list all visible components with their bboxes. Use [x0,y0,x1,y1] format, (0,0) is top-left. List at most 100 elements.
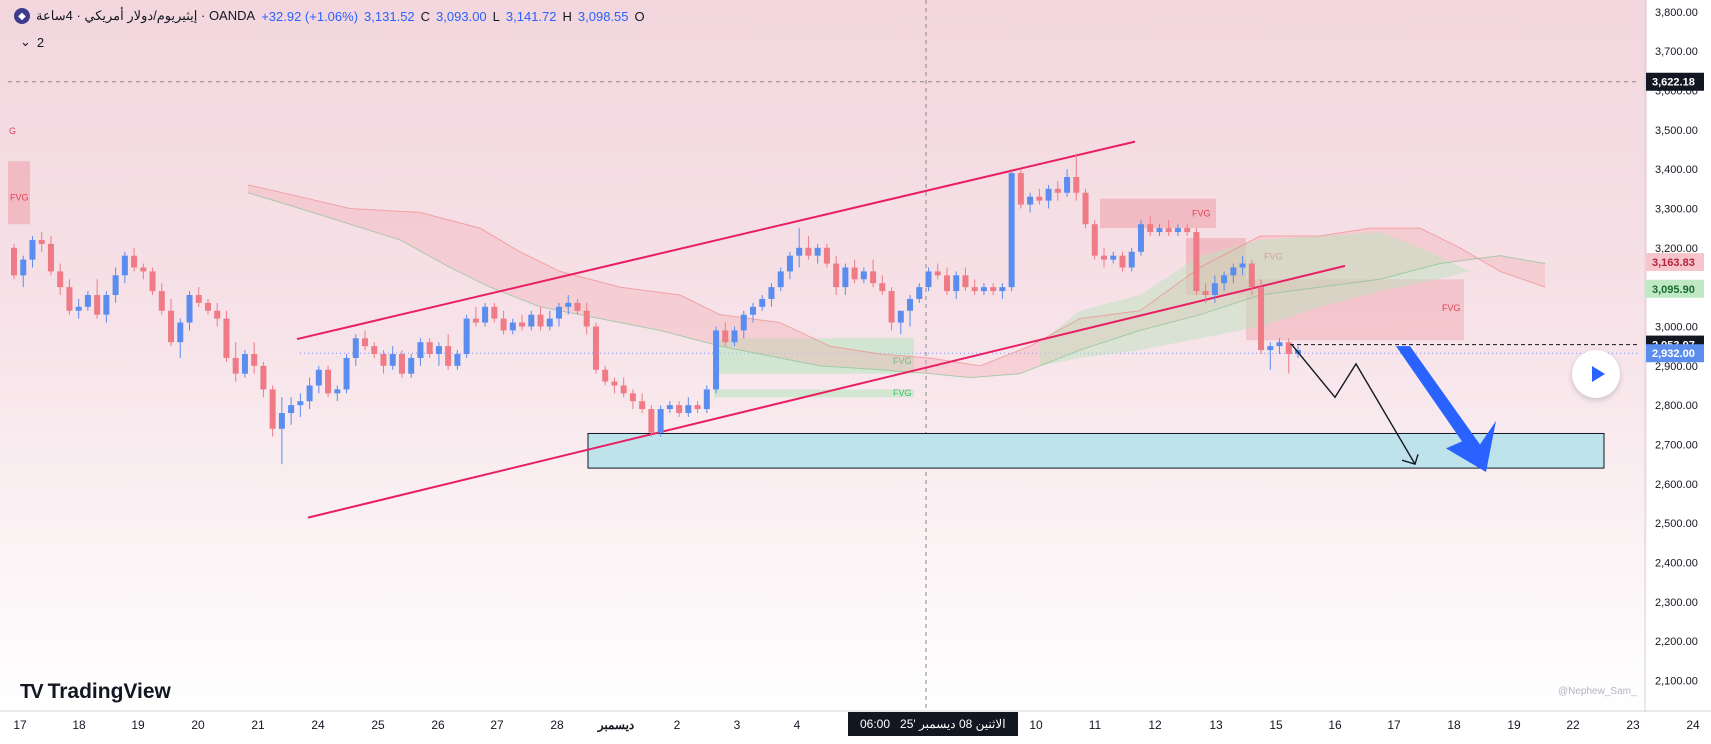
author-watermark: @Nephew_Sam_ [1558,686,1637,697]
candle-body [971,287,978,292]
candle-body [426,342,433,355]
candle-body [574,302,581,311]
candle-body [389,354,396,366]
candle-body [731,330,738,343]
candle-body [482,306,489,323]
candle-body [888,291,895,323]
candle-body [1110,255,1117,260]
indicator-toggle[interactable]: ⌄ 2 [20,34,44,50]
candle-body [907,298,914,311]
candle-body [1156,228,1163,233]
fvg-label: FVG [1192,208,1211,218]
candle-body [1091,224,1098,256]
candle-body [509,322,516,331]
candle-body [1202,291,1209,296]
tradingview-mark-icon: TV [20,680,44,703]
candle-body [851,267,858,280]
candle-body [934,271,941,276]
x-tick-label: 19 [1507,718,1521,732]
candle-body [870,271,877,284]
fvg-label: FVG [1442,303,1461,313]
candle-body [1045,188,1052,201]
candle-body [325,369,332,394]
candle-body [786,255,793,272]
candle-body [639,401,646,410]
high-key: H [562,8,572,24]
x-tick-label: 25 [371,718,385,732]
candle-body [435,346,442,355]
high-value: 3,141.72 [505,8,557,24]
candle-body [722,330,729,343]
candle-body [1137,224,1144,252]
fvg-label: FVG [10,193,29,203]
candle-body [29,239,36,260]
candle-body [371,346,378,355]
candle-body [685,405,692,414]
zigzag-arrowhead [1401,454,1419,466]
ethereum-icon: ◆ [14,8,30,24]
candle-body [500,318,507,331]
candle-body [315,369,322,386]
candle-body [648,409,655,433]
candle-body [177,322,184,343]
candle-body [334,389,341,394]
x-tick-label: 20 [191,718,205,732]
x-tick-label: 16 [1328,718,1342,732]
x-tick-label: 13 [1209,718,1223,732]
candle-body [380,354,387,366]
candle-body [1211,283,1218,296]
candle-body [962,275,969,288]
symbol-legend[interactable]: ◆ إيثيريوم/دولار أمريكي · 4ساعة · OANDA … [14,8,645,24]
candle-body [629,393,636,402]
candle-body [777,271,784,288]
x-tick-label: 24 [311,718,325,732]
candle-body [620,385,627,394]
candle-body [953,275,960,292]
candle-body [269,389,276,429]
candle-body [1064,177,1071,193]
y-tick-label: 3,000.00 [1655,321,1698,333]
candle-body [556,306,563,319]
x-tick-label: 15 [1269,718,1283,732]
candle-body [925,271,932,288]
tradingview-logo[interactable]: TV TradingView [20,680,171,704]
candle-body [1267,346,1274,351]
candle-body [583,310,590,327]
x-tick-label: 18 [1447,718,1461,732]
y-tick-label: 2,600.00 [1655,479,1698,491]
x-tick-label: 3 [734,718,741,732]
replay-button[interactable] [1572,350,1620,398]
x-tick-label: 11 [1089,718,1102,732]
price-label-box [1646,72,1704,91]
candle-body [195,295,202,303]
candle-body [140,267,147,272]
open-key: O [634,8,645,24]
y-tick-label: 2,500.00 [1655,518,1698,530]
x-tick-label: 26 [431,718,445,732]
candle-body [66,287,73,311]
candle-body [103,295,110,315]
candle-body [1101,255,1108,260]
candle-body [186,295,193,323]
fvg-zone [714,338,914,374]
channel-lower-line [307,264,1346,519]
candle-body [1248,263,1255,288]
candle-body [1276,342,1283,347]
candle-body [805,247,812,256]
x-tick-label: 18 [72,718,86,732]
candle-body [1165,228,1172,233]
candle-body [1054,188,1061,193]
y-tick-label: 3,300.00 [1655,203,1698,215]
close-value: 3,131.52 [364,8,415,24]
candle-body [343,357,350,390]
candle-body [1082,192,1089,225]
y-tick-label: 3,500.00 [1655,125,1698,137]
x-tick-label: 19 [131,718,145,732]
candle-body [1073,177,1080,193]
candle-body [759,298,766,307]
x-tick-label: 23 [1626,718,1640,732]
candle-body [94,295,101,315]
candle-body [1193,232,1200,292]
candle-body [1008,173,1015,288]
